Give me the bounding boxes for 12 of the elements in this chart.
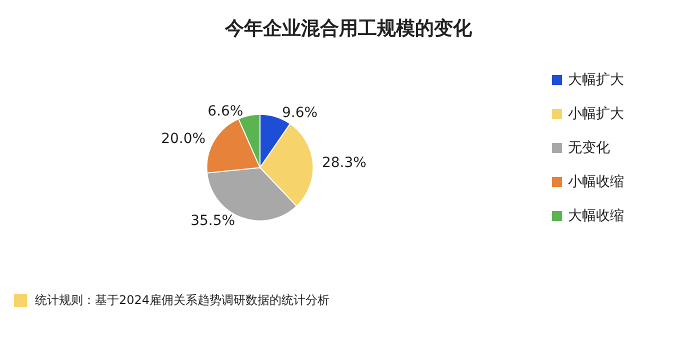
legend-label: 小幅收缩 [568,174,624,190]
data-label: 20.0% [161,130,206,147]
data-label: 6.6% [208,104,244,120]
text: 统计规则：基于2024雇佣关系趋势调研数据的统计分析 [35,292,330,309]
legend-label: 小幅扩大 [568,106,624,122]
data-label: 35.5% [190,213,236,230]
chart-title: 今年企业混合用工规模的变化 [224,18,473,40]
legend-label: 大幅扩大 [568,72,624,88]
legend-label: 无变化 [568,140,610,156]
data-label: 28.3% [322,155,366,172]
legend-label: 大幅收缩 [568,208,624,224]
data-label: 9.6% [282,104,318,121]
